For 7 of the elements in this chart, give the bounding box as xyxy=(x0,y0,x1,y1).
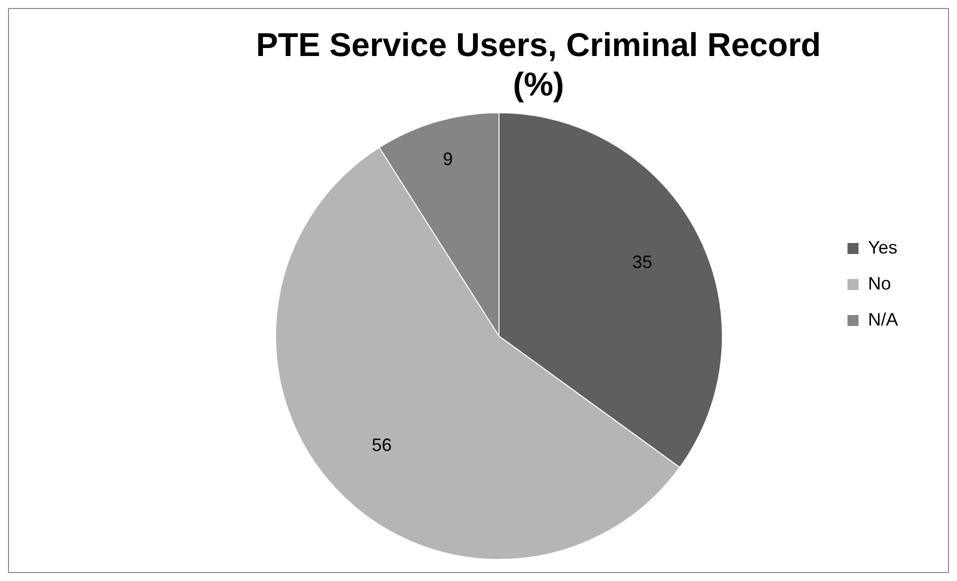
chart-title: PTE Service Users, Criminal Record (%) xyxy=(256,26,821,102)
data-label: 9 xyxy=(442,149,453,170)
legend-label: Yes xyxy=(868,237,898,258)
data-label: 35 xyxy=(632,252,652,272)
legend-label: N/A xyxy=(868,309,898,330)
data-label: 56 xyxy=(372,435,392,456)
legend-label: No xyxy=(868,273,892,294)
